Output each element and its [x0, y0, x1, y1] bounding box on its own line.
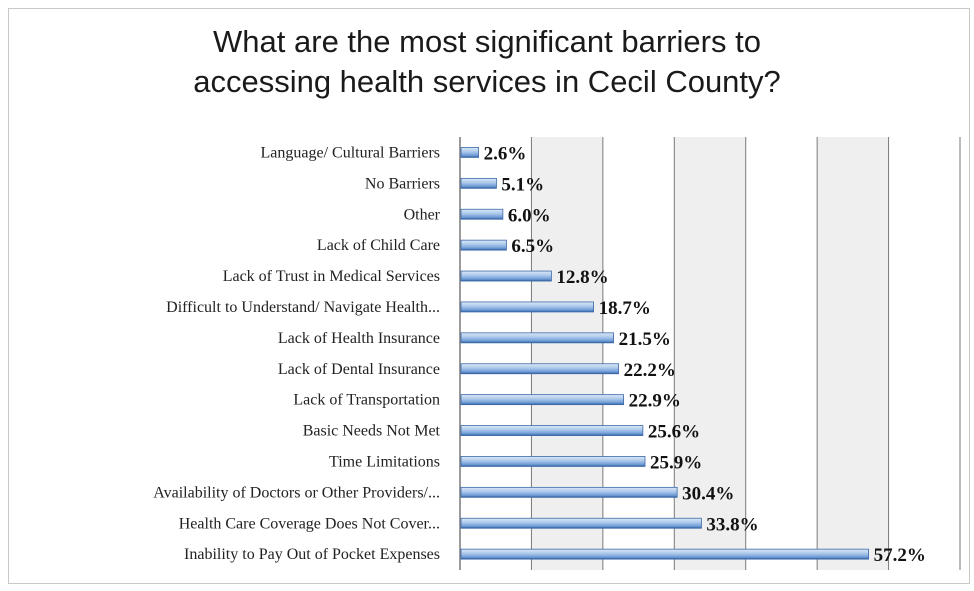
- plot-band: [602, 137, 675, 570]
- data-label: 25.6%: [648, 422, 700, 443]
- data-label: 6.5%: [511, 236, 554, 257]
- data-label: 57.2%: [874, 545, 926, 566]
- bar: [460, 517, 702, 529]
- data-label: 12.8%: [556, 267, 608, 288]
- category-label: Time Limitations: [329, 453, 440, 470]
- bar: [460, 177, 497, 189]
- bar: [460, 270, 552, 282]
- data-label: 22.2%: [624, 360, 676, 381]
- category-labels: Language/ Cultural Barriers No Barriers Ot…: [153, 144, 440, 563]
- bar: [460, 425, 644, 436]
- bar: [460, 486, 678, 498]
- bars-group: [460, 147, 869, 560]
- plot-band: [674, 137, 746, 570]
- category-label: Language/ Cultural Barriers: [261, 144, 441, 161]
- plot-band: [531, 137, 603, 570]
- category-label: Basic Needs Not Met: [303, 423, 441, 440]
- chart-title-line-1: What are the most significant barriers t…: [213, 24, 761, 59]
- category-label: Availability of Doctors or Other Provide…: [153, 484, 440, 501]
- data-label: 22.9%: [629, 391, 681, 412]
- category-label: Difficult to Understand/ Navigate Health…: [166, 299, 440, 316]
- plot-band: [460, 137, 532, 570]
- bar: [460, 394, 624, 406]
- category-label: Lack of Trust in Medical Services: [223, 268, 440, 285]
- bar: [460, 147, 479, 158]
- data-label: 6.0%: [508, 205, 551, 226]
- category-label: Lack of Health Insurance: [278, 330, 440, 347]
- bar: [460, 332, 614, 344]
- chart-title: What are the most significant barriers t…: [0, 22, 974, 102]
- data-label: 33.8%: [706, 514, 758, 535]
- category-label: Other: [404, 206, 441, 223]
- data-label: 21.5%: [619, 329, 671, 350]
- gridlines: [459, 137, 961, 570]
- data-label: 30.4%: [682, 483, 734, 504]
- plot-area: [460, 137, 960, 570]
- category-label: Lack of Dental Insurance: [278, 361, 440, 378]
- category-label: Inability to Pay Out of Pocket Expenses: [184, 546, 440, 563]
- bar: [460, 363, 619, 375]
- bar: [460, 456, 646, 467]
- data-label: 18.7%: [599, 298, 651, 319]
- data-label: 5.1%: [501, 174, 544, 195]
- category-label: Lack of Transportation: [293, 392, 440, 409]
- bar: [460, 548, 869, 560]
- plot-band: [745, 137, 818, 570]
- data-label: 2.6%: [484, 143, 527, 164]
- data-label: 25.9%: [650, 452, 702, 473]
- category-label: No Barriers: [365, 175, 440, 192]
- chart-title-line-2: accessing health services in Cecil Count…: [193, 64, 781, 99]
- plot-band: [817, 137, 889, 570]
- category-label: Lack of Child Care: [317, 237, 440, 254]
- bar: [460, 208, 504, 220]
- plot-band: [888, 137, 960, 570]
- category-label: Health Care Coverage Does Not Cover...: [179, 515, 440, 532]
- bar: [460, 301, 594, 313]
- bar: [460, 239, 507, 251]
- value-labels: 2.6% 5.1% 6.0% 6.5%12.8% 18.7% 21.5% 22.2% 22.9…: [484, 143, 926, 566]
